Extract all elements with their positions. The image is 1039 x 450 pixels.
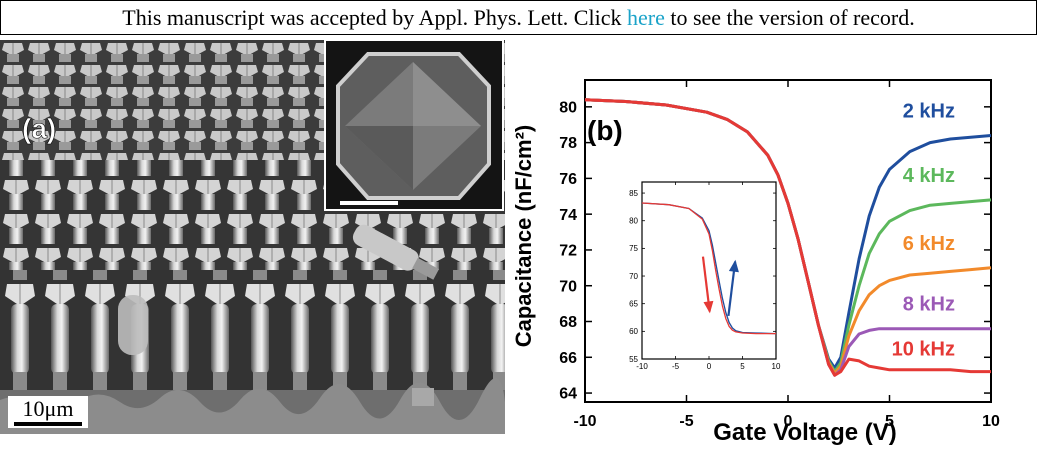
- sem-micrograph: 10μm (a): [0, 40, 505, 434]
- inset-y-tick-label: 75: [629, 244, 638, 253]
- y-tick-label: 64: [559, 386, 577, 403]
- series-line-10-khz: [584, 98, 991, 377]
- main-plot: -10 -5 0 5 10 64 66 68 70 72 74 76 78 80 2 kHz 4 kHz 6 k…: [559, 79, 1000, 430]
- y-tick-label: 74: [559, 207, 577, 224]
- x-tick-label: 0: [784, 413, 793, 430]
- x-tick-label: -5: [679, 413, 693, 430]
- y-tick-label: 66: [559, 350, 577, 367]
- banner-text-prefix: This manuscript was accepted by Appl. Ph…: [122, 5, 627, 30]
- y-tick-label: 76: [559, 171, 577, 188]
- inset-series-line-1: [641, 202, 776, 335]
- inset-y-tick-label: 65: [629, 299, 638, 308]
- inset-x-tick-label: 10: [772, 362, 781, 371]
- y-tick-label: 80: [559, 99, 577, 116]
- x-tick-label: 5: [885, 413, 894, 430]
- inset-y-tick-label: 80: [629, 217, 638, 226]
- scale-bar-label: 10μm: [23, 396, 74, 421]
- y-axis-label: Capacitance (nF/cm²): [511, 125, 536, 348]
- panel-b-label: (b): [587, 115, 623, 146]
- inset-scale-bar: [340, 201, 398, 205]
- inset-y-tick-label: 70: [629, 272, 638, 281]
- version-of-record-link[interactable]: here: [626, 5, 665, 30]
- manuscript-banner: This manuscript was accepted by Appl. Ph…: [0, 0, 1037, 35]
- series-label-2-khz: 2 kHz: [903, 100, 955, 122]
- panel-a-label: (a): [22, 113, 56, 144]
- sem-image-panel: 10μm (a): [0, 40, 505, 434]
- inset-plot: -10 -5 0 5 10 55 60 65 70 75 80 85: [629, 181, 781, 371]
- inset-x-tick-label: -5: [672, 362, 680, 371]
- inset-y-tick-label: 55: [629, 355, 638, 364]
- sem-inset-top-view: [324, 40, 504, 211]
- sweep-arrow-head-up: [728, 259, 739, 273]
- y-tick-label: 68: [559, 314, 577, 331]
- inset-plot-frame: [641, 181, 777, 360]
- y-tick-label: 72: [559, 243, 577, 260]
- series-label-4-khz: 4 kHz: [903, 165, 955, 187]
- cv-chart-panel: -10 -5 0 5 10 64 66 68 70 72 74 76 78 80 2 kHz 4 kHz 6 k…: [505, 40, 1039, 446]
- banner-text-suffix: to see the version of record.: [664, 5, 915, 30]
- inset-y-tick-label: 85: [629, 189, 638, 198]
- cv-chart: -10 -5 0 5 10 64 66 68 70 72 74 76 78 80 2 kHz 4 kHz 6 k…: [511, 79, 1000, 446]
- x-tick-label: -10: [573, 413, 596, 430]
- scale-bar: [14, 422, 82, 426]
- x-tick-label: 10: [982, 413, 1000, 430]
- inset-y-tick-label: 60: [629, 327, 638, 336]
- series-label-10-khz: 10 kHz: [892, 339, 955, 361]
- series-label-8-khz: 8 kHz: [903, 294, 955, 316]
- inset-x-tick-label: -10: [636, 362, 648, 371]
- inset-x-tick-label: 0: [707, 362, 712, 371]
- sweep-arrow-head-down: [703, 300, 714, 314]
- x-axis-label: Gate Voltage (V): [713, 419, 897, 445]
- inset-x-tick-label: 5: [740, 362, 745, 371]
- y-tick-label: 78: [559, 135, 577, 152]
- y-tick-label: 70: [559, 278, 577, 295]
- series-label-6-khz: 6 kHz: [903, 233, 955, 255]
